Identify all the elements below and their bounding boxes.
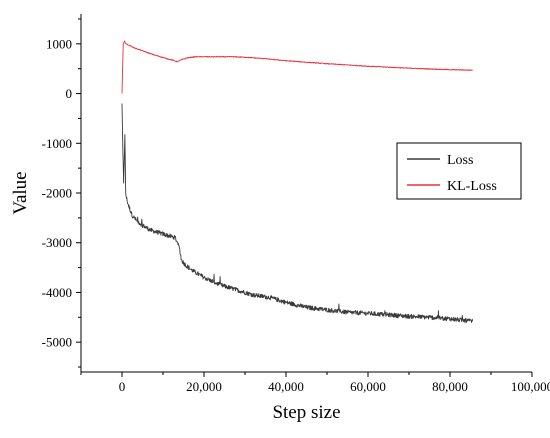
legend: Loss KL-Loss bbox=[396, 142, 522, 200]
legend-label-kl-loss: KL-Loss bbox=[447, 179, 497, 194]
y-tick-label: 1000 bbox=[46, 36, 72, 51]
tick-group: 0 20,000 40,000 60,000 80,000 100,000 -5000 -40… bbox=[42, 18, 550, 394]
series-group bbox=[121, 40, 473, 324]
x-tick-label: 60,000 bbox=[350, 379, 386, 394]
x-tick-label: 100,000 bbox=[511, 379, 550, 394]
x-tick-label: 20,000 bbox=[186, 379, 222, 394]
series-line-kl-loss bbox=[121, 40, 473, 94]
y-tick-label: -5000 bbox=[42, 335, 72, 350]
y-tick-label: -1000 bbox=[42, 136, 72, 151]
y-tick-label: -2000 bbox=[42, 186, 72, 201]
x-tick-label: 80,000 bbox=[432, 379, 468, 394]
x-tick-label: 40,000 bbox=[268, 379, 304, 394]
y-tick-label: 0 bbox=[66, 86, 73, 101]
x-axis-title: Step size bbox=[272, 402, 340, 423]
legend-label-loss: Loss bbox=[447, 153, 473, 168]
y-tick-label: -4000 bbox=[42, 285, 72, 300]
y-tick-label: -3000 bbox=[42, 235, 72, 250]
x-tick-label: 0 bbox=[119, 379, 126, 394]
series-line-loss bbox=[121, 103, 473, 324]
y-axis-title: Value bbox=[10, 171, 31, 214]
legend-box bbox=[396, 142, 522, 200]
